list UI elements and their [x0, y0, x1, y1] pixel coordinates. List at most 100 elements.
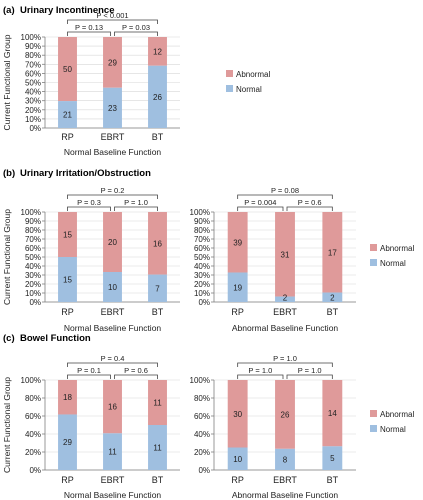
bar-normal	[275, 296, 295, 302]
y-tick-label: 90%	[194, 217, 210, 226]
x-axis-title: Normal Baseline Function	[64, 490, 162, 500]
data-label-abnormal: 11	[153, 399, 162, 408]
p-value-label: P = 0.13	[75, 23, 103, 32]
y-tick-label: 80%	[194, 394, 210, 403]
x-axis-title: Abnormal Baseline Function	[232, 323, 339, 333]
bar-abnormal	[58, 380, 77, 415]
data-label-normal: 23	[108, 104, 117, 113]
x-tick-label: EBRT	[101, 307, 125, 317]
data-label-abnormal: 17	[328, 248, 337, 257]
data-label-abnormal: 26	[281, 410, 290, 419]
p-value-label: P = 0.03	[122, 23, 150, 32]
bar-normal	[58, 101, 77, 128]
y-tick-label: 80%	[25, 226, 41, 235]
y-tick-label: 100%	[21, 33, 41, 42]
chart-3: 0%10%20%30%40%50%60%70%80%90%100% 19 39 RP 2…	[190, 186, 356, 333]
y-axis-title: Current Functional Group	[2, 34, 12, 130]
p-value-label: P = 1.0	[124, 198, 148, 207]
legend-b: Abnormal Normal	[370, 244, 414, 268]
x-tick-label: BT	[152, 307, 164, 317]
y-tick-label: 100%	[190, 376, 210, 385]
y-tick-label: 40%	[25, 262, 41, 271]
bar-normal	[148, 274, 167, 302]
data-label-normal: 21	[63, 111, 72, 120]
y-tick-label: 30%	[194, 271, 210, 280]
y-tick-label: 60%	[194, 244, 210, 253]
bar-abnormal	[227, 212, 248, 273]
bar-normal	[58, 414, 77, 470]
significance-bracket	[237, 206, 284, 211]
bar-normal	[103, 272, 122, 302]
significance-bracket	[114, 206, 158, 211]
y-tick-label: 60%	[25, 244, 41, 253]
bar-normal	[275, 448, 295, 470]
y-tick-label: 0%	[29, 298, 41, 307]
chart-5: 0% 20% 40% 60% 80% 100% 10 30 RP 8 26 EBRT 5 14 BT Abno…	[190, 354, 356, 500]
bar-abnormal	[275, 380, 295, 449]
p-value-label: P = 0.004	[244, 198, 276, 207]
significance-bracket	[67, 362, 158, 367]
p-value-label: P = 1.0	[298, 366, 322, 375]
significance-bracket	[286, 206, 333, 211]
data-label-abnormal: 39	[233, 238, 242, 247]
x-tick-label: EBRT	[101, 475, 125, 485]
charts: 0%10%20%30%40%50%60%70%80%90%100%2150RP2…	[2, 11, 356, 500]
y-axis-title: Current Functional Group	[2, 377, 12, 473]
x-tick-label: BT	[152, 475, 164, 485]
data-label-abnormal: 20	[108, 238, 117, 247]
y-tick-label: 90%	[25, 217, 41, 226]
legend-c: Abnormal Normal	[370, 410, 414, 434]
x-tick-label: RP	[61, 475, 74, 485]
y-tick-label: 20%	[194, 448, 210, 457]
legend-abnormal-swatch	[370, 244, 377, 251]
data-label-abnormal: 12	[153, 47, 162, 56]
p-value-label: P = 1.0	[273, 354, 297, 363]
legend-abnormal-swatch	[226, 70, 233, 77]
panel-c-title: Bowel Function	[20, 333, 91, 344]
data-label-normal: 10	[233, 455, 242, 464]
x-tick-label: EBRT	[273, 475, 297, 485]
y-tick-label: 50%	[25, 253, 41, 262]
x-tick-label: BT	[327, 307, 339, 317]
data-label-abnormal: 31	[281, 250, 290, 259]
data-label-abnormal: 16	[108, 403, 117, 412]
significance-bracket	[67, 206, 111, 211]
bar-abnormal	[322, 380, 343, 447]
significance-bracket	[286, 374, 333, 379]
y-tick-label: 40%	[25, 88, 41, 97]
y-tick-label: 70%	[25, 60, 41, 69]
y-tick-label: 40%	[194, 262, 210, 271]
y-tick-label: 40%	[25, 430, 41, 439]
data-label-abnormal: 16	[153, 239, 162, 248]
y-tick-label: 20%	[25, 448, 41, 457]
significance-bracket	[237, 362, 333, 367]
y-tick-label: 80%	[194, 226, 210, 235]
x-tick-label: RP	[231, 307, 244, 317]
bar-normal	[227, 272, 248, 302]
p-value-label: P = 0.08	[271, 186, 299, 195]
bar-normal	[148, 65, 167, 128]
significance-bracket	[67, 374, 111, 379]
y-tick-label: 100%	[190, 208, 210, 217]
p-value-label: P < 0.001	[96, 11, 128, 20]
y-tick-label: 0%	[29, 124, 41, 133]
bar-abnormal	[148, 212, 167, 275]
p-value-label: P = 0.1	[77, 366, 101, 375]
bar-abnormal	[103, 380, 122, 434]
data-label-abnormal: 18	[63, 393, 72, 402]
p-value-label: P = 0.2	[101, 186, 125, 195]
data-label-normal: 29	[63, 438, 72, 447]
legend-normal-label: Normal	[236, 85, 262, 94]
y-axis-title: Current Functional Group	[2, 209, 12, 305]
legend-normal-swatch	[370, 259, 377, 266]
data-label-normal: 11	[153, 444, 162, 453]
x-tick-label: RP	[231, 475, 244, 485]
bar-abnormal	[103, 37, 122, 88]
y-tick-label: 20%	[194, 280, 210, 289]
y-tick-label: 60%	[25, 412, 41, 421]
x-axis-title: Normal Baseline Function	[64, 323, 162, 333]
panel-a-letter: (a)	[3, 5, 15, 16]
y-tick-label: 60%	[194, 412, 210, 421]
panel-b-letter: (b)	[3, 168, 15, 179]
bar-abnormal	[227, 380, 248, 448]
